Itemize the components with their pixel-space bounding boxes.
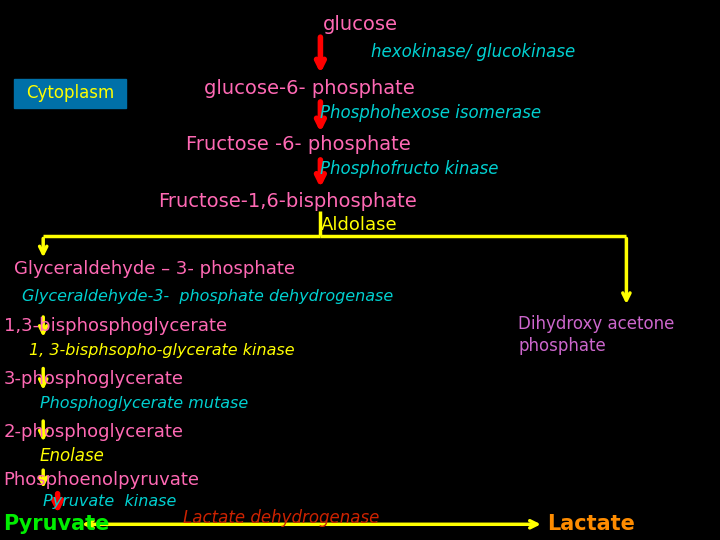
Text: Phosphoenolpyruvate: Phosphoenolpyruvate bbox=[4, 471, 199, 489]
Text: 1,3-bisphosphoglycerate: 1,3-bisphosphoglycerate bbox=[4, 318, 227, 335]
Text: Phosphohexose isomerase: Phosphohexose isomerase bbox=[320, 104, 541, 122]
Text: phosphate: phosphate bbox=[518, 337, 606, 355]
Text: Glyceraldehyde-3-  phosphate dehydrogenase: Glyceraldehyde-3- phosphate dehydrogenas… bbox=[22, 289, 393, 305]
Text: 2-phosphoglycerate: 2-phosphoglycerate bbox=[4, 423, 184, 441]
Text: glucose: glucose bbox=[323, 15, 397, 34]
Text: 3-phosphoglycerate: 3-phosphoglycerate bbox=[4, 370, 184, 388]
Text: Cytoplasm: Cytoplasm bbox=[26, 84, 114, 102]
Text: Aldolase: Aldolase bbox=[320, 216, 397, 234]
Text: Enolase: Enolase bbox=[40, 447, 104, 464]
Text: Lactate dehydrogenase: Lactate dehydrogenase bbox=[183, 509, 379, 527]
Text: Pyruvate  kinase: Pyruvate kinase bbox=[43, 494, 176, 509]
Text: Pyruvate: Pyruvate bbox=[4, 514, 110, 534]
Bar bbox=[14, 78, 126, 108]
Text: Fructose-1,6-bisphosphate: Fructose-1,6-bisphosphate bbox=[158, 192, 418, 211]
Text: Fructose -6- phosphate: Fructose -6- phosphate bbox=[186, 136, 411, 154]
Text: 1, 3-bisphsopho-glycerate kinase: 1, 3-bisphsopho-glycerate kinase bbox=[29, 343, 294, 359]
Text: Lactate: Lactate bbox=[547, 514, 635, 534]
Text: hexokinase/ glucokinase: hexokinase/ glucokinase bbox=[371, 43, 575, 60]
Text: Glyceraldehyde – 3- phosphate: Glyceraldehyde – 3- phosphate bbox=[14, 260, 295, 278]
Text: glucose-6- phosphate: glucose-6- phosphate bbox=[204, 79, 415, 98]
Text: Phosphofructo kinase: Phosphofructo kinase bbox=[320, 160, 499, 178]
Text: Dihydroxy acetone: Dihydroxy acetone bbox=[518, 315, 675, 333]
Text: Phosphoglycerate mutase: Phosphoglycerate mutase bbox=[40, 396, 248, 411]
